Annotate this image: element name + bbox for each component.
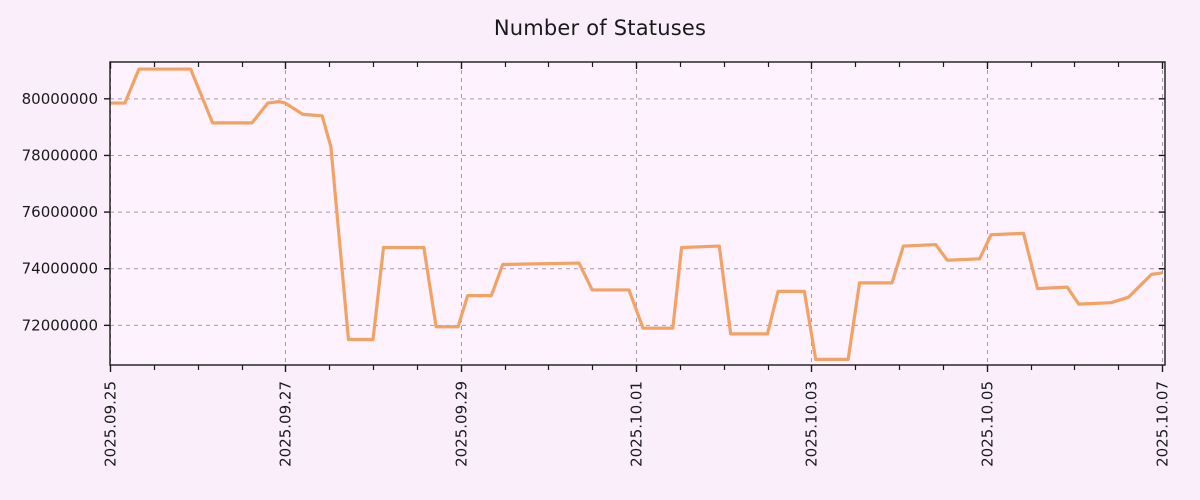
x-minor-ticks (153, 62, 1120, 370)
y-axis-tick-label: 76000000 (22, 203, 98, 221)
chart-title: Number of Statuses (493, 16, 707, 40)
plot-border (109, 61, 1166, 366)
x-axis-tick-label: 2025.10.03 (803, 381, 821, 467)
x-axis-tick-label: 2025.10.01 (628, 381, 646, 467)
y-axis-tick-label: 78000000 (22, 146, 98, 164)
y-axis-tick-label: 74000000 (22, 260, 98, 278)
y-ticks (104, 98, 1165, 327)
y-axis-tick-label: 80000000 (22, 90, 98, 108)
series-line-number-of-statuses (110, 67, 1163, 361)
x-tick-labels: 2025.09.25 2025.09.27 2025.09.29 2025.10.01… (102, 381, 1172, 467)
x-axis-tick-label: 2025.10.05 (979, 381, 997, 467)
y-tick-labels: 72000000 74000000 76000000 78000000 80000000 (22, 90, 98, 335)
x-axis-tick-label: 2025.09.29 (453, 381, 471, 467)
y-axis-tick-label: 72000000 (22, 316, 98, 334)
plot-background (110, 62, 1165, 365)
x-axis-tick-label: 2025.09.25 (102, 381, 120, 467)
x-axis-tick-label: 2025.10.07 (1154, 381, 1172, 467)
x-axis-tick-label: 2025.09.27 (277, 381, 295, 467)
